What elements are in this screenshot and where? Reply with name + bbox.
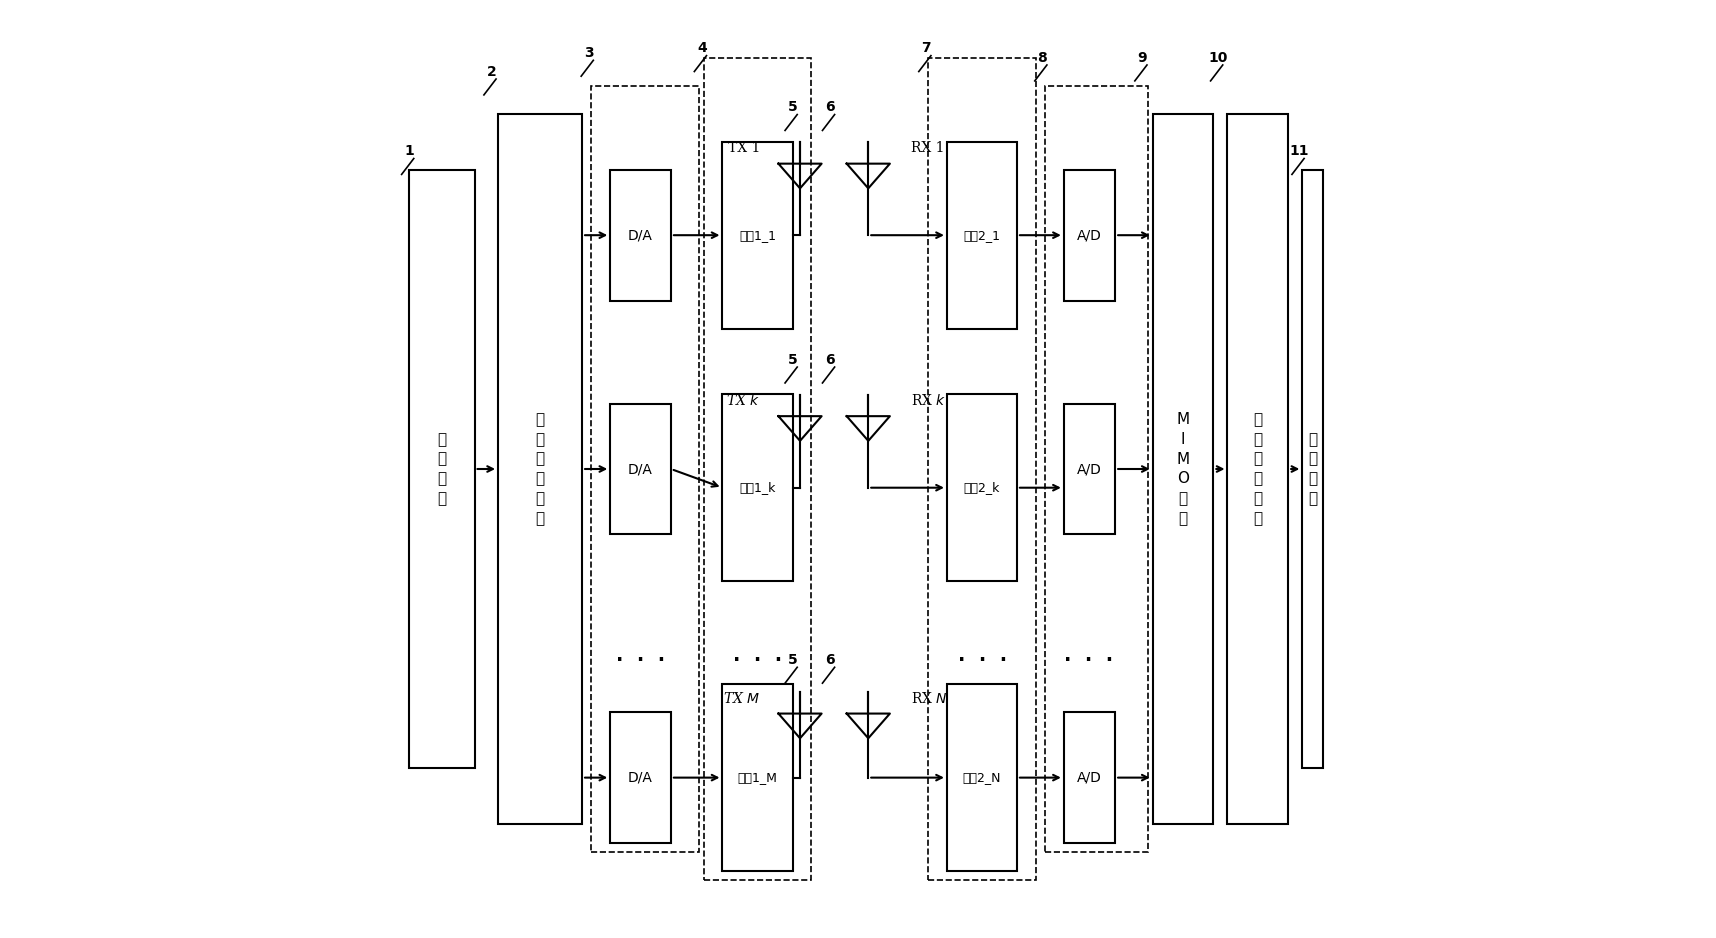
- Text: M
I
M
O
检
测: M I M O 检 测: [1177, 412, 1189, 526]
- Text: ·  ·  ·: · · ·: [733, 651, 782, 671]
- Text: RX 1: RX 1: [911, 142, 946, 155]
- FancyBboxPatch shape: [1227, 113, 1289, 825]
- FancyBboxPatch shape: [498, 113, 582, 825]
- FancyBboxPatch shape: [947, 394, 1018, 582]
- FancyBboxPatch shape: [1153, 113, 1213, 825]
- Text: 射频2_1: 射频2_1: [963, 229, 1000, 242]
- Text: RX $N$: RX $N$: [911, 690, 949, 705]
- Text: D/A: D/A: [628, 771, 654, 784]
- Text: 分
层
空
时
编
码: 分 层 空 时 编 码: [535, 412, 544, 526]
- Text: 6: 6: [825, 653, 834, 667]
- Text: 射频1_M: 射频1_M: [738, 771, 777, 784]
- Text: A/D: A/D: [1078, 771, 1102, 784]
- Text: 5: 5: [788, 353, 798, 367]
- FancyBboxPatch shape: [1064, 403, 1115, 535]
- Text: TX 1: TX 1: [728, 142, 760, 155]
- Text: A/D: A/D: [1078, 228, 1102, 242]
- FancyBboxPatch shape: [1064, 170, 1115, 301]
- Text: 2: 2: [487, 65, 496, 79]
- Text: 发
射
数
据: 发 射 数 据: [438, 431, 446, 507]
- FancyBboxPatch shape: [722, 142, 793, 328]
- Text: RX $k$: RX $k$: [911, 393, 947, 408]
- Text: 6: 6: [825, 353, 834, 367]
- Text: 分
层
空
时
解
码: 分 层 空 时 解 码: [1253, 412, 1263, 526]
- Text: 8: 8: [1038, 51, 1047, 65]
- Text: 射频1_k: 射频1_k: [740, 481, 776, 494]
- Text: 5: 5: [788, 653, 798, 667]
- Text: 射频1_1: 射频1_1: [740, 229, 776, 242]
- Text: TX $M$: TX $M$: [722, 690, 760, 705]
- FancyBboxPatch shape: [947, 142, 1018, 328]
- FancyBboxPatch shape: [947, 684, 1018, 871]
- Text: 10: 10: [1208, 51, 1227, 65]
- Text: 1: 1: [405, 144, 414, 158]
- Text: 7: 7: [921, 41, 932, 55]
- Text: ·  ·  ·: · · ·: [958, 651, 1007, 671]
- FancyBboxPatch shape: [1064, 712, 1115, 843]
- Text: 11: 11: [1290, 144, 1309, 158]
- Text: TX $k$: TX $k$: [726, 393, 760, 408]
- FancyBboxPatch shape: [611, 712, 671, 843]
- FancyBboxPatch shape: [611, 403, 671, 535]
- Text: 3: 3: [583, 46, 594, 60]
- Text: ·  ·  ·: · · ·: [616, 651, 666, 671]
- Text: 9: 9: [1138, 51, 1146, 65]
- Text: 4: 4: [697, 41, 707, 55]
- Text: D/A: D/A: [628, 228, 654, 242]
- FancyBboxPatch shape: [611, 170, 671, 301]
- Text: 5: 5: [788, 100, 798, 114]
- Text: A/D: A/D: [1078, 462, 1102, 476]
- Text: 射频2_k: 射频2_k: [964, 481, 1000, 494]
- Text: ·  ·  ·: · · ·: [1064, 651, 1114, 671]
- FancyBboxPatch shape: [408, 170, 475, 768]
- Text: D/A: D/A: [628, 462, 654, 476]
- FancyBboxPatch shape: [722, 684, 793, 871]
- Text: 6: 6: [825, 100, 834, 114]
- FancyBboxPatch shape: [722, 394, 793, 582]
- Text: 恢
复
数
据: 恢 复 数 据: [1308, 431, 1318, 507]
- FancyBboxPatch shape: [1302, 170, 1323, 768]
- Text: 射频2_N: 射频2_N: [963, 771, 1000, 784]
